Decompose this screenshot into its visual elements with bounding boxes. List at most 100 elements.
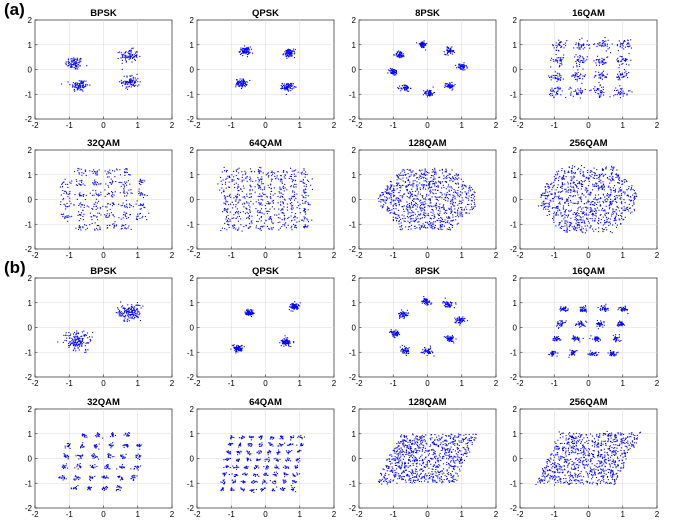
scatter-point xyxy=(555,71,556,72)
scatter-point xyxy=(77,60,78,61)
scatter-point xyxy=(287,86,288,87)
scatter-point xyxy=(124,186,125,187)
scatter-point xyxy=(129,214,130,215)
scatter-point xyxy=(125,172,126,173)
scatter-point xyxy=(79,180,80,181)
scatter-point xyxy=(242,181,243,182)
scatter-point xyxy=(436,205,437,206)
scatter-point xyxy=(249,206,250,207)
scatter-point xyxy=(630,197,631,198)
scatter-point xyxy=(605,201,606,202)
scatter-point xyxy=(568,205,569,206)
scatter-point xyxy=(386,192,387,193)
scatter-point xyxy=(599,201,600,202)
scatter-point xyxy=(429,95,430,96)
scatter-point xyxy=(112,192,113,193)
scatter-point xyxy=(257,215,258,216)
scatter-point xyxy=(283,85,284,86)
scatter-point xyxy=(274,193,275,194)
x-tick-label: 1 xyxy=(298,251,303,260)
scatter-point xyxy=(62,214,63,215)
scatter-point xyxy=(400,187,401,188)
scatter-point xyxy=(295,169,296,170)
scatter-point xyxy=(398,192,399,193)
scatter-point xyxy=(72,66,73,67)
scatter-point xyxy=(584,47,585,48)
scatter-point xyxy=(601,92,602,93)
scatter-point xyxy=(69,191,70,192)
scatter-point xyxy=(619,65,620,66)
scatter-point xyxy=(140,81,141,82)
scatter-point xyxy=(240,49,241,50)
scatter-point xyxy=(624,179,625,180)
scatter-point xyxy=(618,76,619,77)
scatter-point xyxy=(423,46,424,47)
scatter-point xyxy=(295,184,296,185)
scatter-point xyxy=(613,211,614,212)
scatter-point xyxy=(578,61,579,62)
scatter-point xyxy=(451,90,452,91)
scatter-point xyxy=(433,171,434,172)
scatter-point xyxy=(437,220,438,221)
scatter-point xyxy=(556,81,557,82)
scatter-point xyxy=(615,189,616,190)
scatter-point xyxy=(451,46,452,47)
scatter-point xyxy=(457,209,458,210)
scatter-point xyxy=(134,56,135,57)
scatter-point xyxy=(66,335,67,336)
scatter-point xyxy=(259,218,260,219)
scatter-point xyxy=(115,181,116,182)
scatter-point xyxy=(559,202,560,203)
subplot-256qam-a: -2 -1 0 1 2-2-1012256QAM xyxy=(510,138,660,260)
scatter-point xyxy=(445,181,446,182)
scatter-point xyxy=(272,201,273,202)
scatter-point xyxy=(583,45,584,46)
y-tick-label: 1 xyxy=(28,41,33,50)
scatter-point xyxy=(595,229,596,230)
scatter-point xyxy=(273,195,274,196)
scatter-point xyxy=(381,192,382,193)
scatter-point xyxy=(454,212,455,213)
scatter-point xyxy=(394,190,395,191)
scatter-point xyxy=(450,208,451,209)
scatter-point xyxy=(130,56,131,57)
scatter-point xyxy=(132,80,133,81)
scatter-point xyxy=(135,305,136,306)
scatter-point xyxy=(111,191,112,192)
scatter-point xyxy=(390,184,391,185)
scatter-point xyxy=(243,179,244,180)
scatter-point xyxy=(138,84,139,85)
scatter-point xyxy=(410,171,411,172)
scatter-point xyxy=(404,172,405,173)
scatter-point xyxy=(443,178,444,179)
scatter-point xyxy=(429,191,430,192)
scatter-point xyxy=(610,189,611,190)
scatter-point xyxy=(455,177,456,178)
scatter-point xyxy=(63,198,64,199)
scatter-point xyxy=(627,189,628,190)
scatter-point xyxy=(282,194,283,195)
scatter-point xyxy=(422,197,423,198)
scatter-point xyxy=(305,192,306,193)
scatter-point xyxy=(558,87,559,88)
scatter-point xyxy=(291,185,292,186)
scatter-point xyxy=(67,217,68,218)
scatter-point xyxy=(561,197,562,198)
scatter-point xyxy=(626,64,627,65)
scatter-point xyxy=(247,196,248,197)
scatter-point xyxy=(137,85,138,86)
scatter-point xyxy=(631,188,632,189)
scatter-point xyxy=(287,204,288,205)
scatter-point xyxy=(578,72,579,73)
scatter-point xyxy=(82,210,83,211)
scatter-point xyxy=(225,179,226,180)
scatter-point xyxy=(293,83,294,84)
scatter-point xyxy=(575,72,576,73)
scatter-point xyxy=(582,181,583,182)
scatter-point xyxy=(586,192,587,193)
scatter-point xyxy=(270,193,271,194)
scatter-point xyxy=(122,63,123,64)
scatter-point xyxy=(579,47,580,48)
scatter-point xyxy=(450,201,451,202)
scatter-point xyxy=(586,202,587,203)
